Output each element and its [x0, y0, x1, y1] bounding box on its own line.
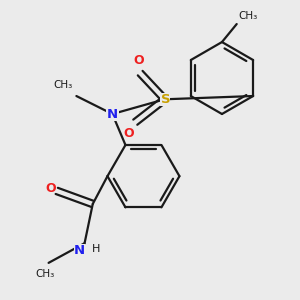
- Text: O: O: [133, 54, 144, 67]
- Text: CH₃: CH₃: [238, 11, 258, 21]
- Text: S: S: [160, 93, 170, 106]
- Text: O: O: [123, 127, 134, 140]
- Text: H: H: [92, 244, 100, 254]
- Text: CH₃: CH₃: [36, 269, 55, 279]
- Text: CH₃: CH₃: [54, 80, 73, 90]
- Text: N: N: [107, 107, 118, 121]
- Text: O: O: [45, 182, 56, 195]
- Text: N: N: [74, 244, 85, 257]
